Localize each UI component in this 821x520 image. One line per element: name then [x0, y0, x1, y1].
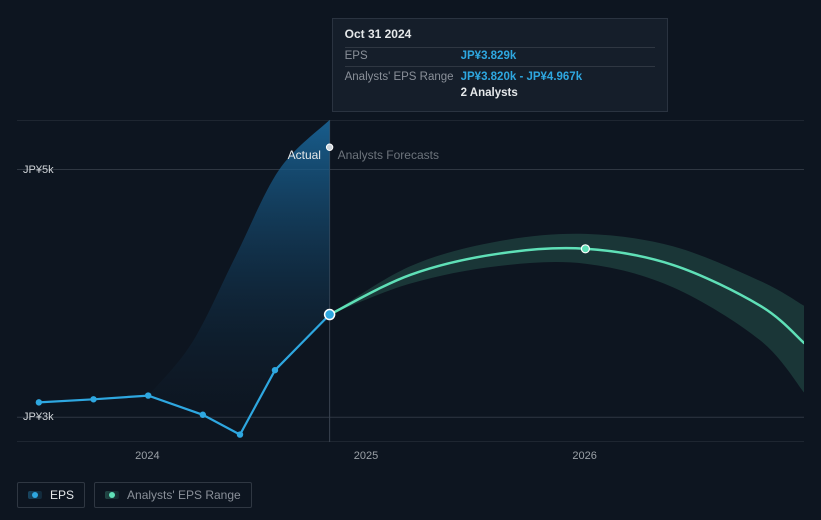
- x-tick-label: 2026: [572, 450, 596, 462]
- chart-tooltip: Oct 31 2024 EPSJP¥3.829kAnalysts' EPS Ra…: [332, 18, 668, 112]
- section-label-forecast: Analysts Forecasts: [338, 148, 439, 162]
- tooltip-key: Analysts' EPS Range: [345, 71, 461, 83]
- legend-item-range[interactable]: Analysts' EPS Range: [94, 482, 252, 508]
- section-label-actual: Actual: [288, 148, 321, 162]
- y-tick-label: JP¥5k: [23, 164, 54, 176]
- tooltip-row: EPSJP¥3.829k: [345, 48, 655, 67]
- tooltip-value: 2 Analysts: [461, 87, 518, 99]
- tooltip-title: Oct 31 2024: [345, 27, 655, 48]
- tooltip-key: [345, 87, 461, 99]
- tooltip-value: JP¥3.829k: [461, 50, 517, 62]
- plot-area[interactable]: Actual Analysts Forecasts: [17, 120, 804, 442]
- tooltip-row: Analysts' EPS RangeJP¥3.820k - JP¥4.967k: [345, 69, 655, 85]
- legend-label: Analysts' EPS Range: [127, 488, 241, 502]
- legend-item-eps[interactable]: EPS: [17, 482, 85, 508]
- tooltip-value: JP¥3.820k - JP¥4.967k: [461, 71, 583, 83]
- x-tick-label: 2025: [354, 450, 378, 462]
- plot-svg: [17, 120, 804, 442]
- eps-chart: Actual Analysts Forecasts JP¥5k JP¥3k 202…: [0, 0, 821, 520]
- tooltip-key: EPS: [345, 50, 461, 62]
- tooltip-row: 2 Analysts: [345, 85, 655, 101]
- y-tick-label: JP¥3k: [23, 411, 54, 423]
- legend-swatch: [28, 491, 42, 499]
- chart-legend: EPS Analysts' EPS Range: [17, 482, 252, 508]
- x-tick-label: 2024: [135, 450, 159, 462]
- legend-label: EPS: [50, 488, 74, 502]
- legend-swatch: [105, 491, 119, 499]
